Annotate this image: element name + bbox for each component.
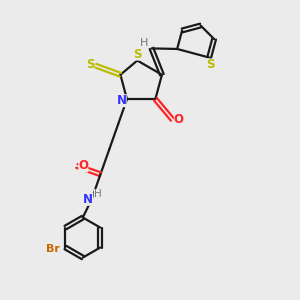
Text: S: S [133, 48, 142, 61]
Text: N: N [117, 94, 127, 107]
Text: H: H [94, 189, 101, 199]
Text: O: O [174, 113, 184, 126]
Text: Br: Br [46, 244, 60, 254]
Text: O: O [78, 159, 88, 172]
Text: H: H [140, 38, 148, 48]
Text: S: S [86, 58, 94, 71]
Text: S: S [206, 58, 215, 71]
Text: N: N [83, 193, 93, 206]
